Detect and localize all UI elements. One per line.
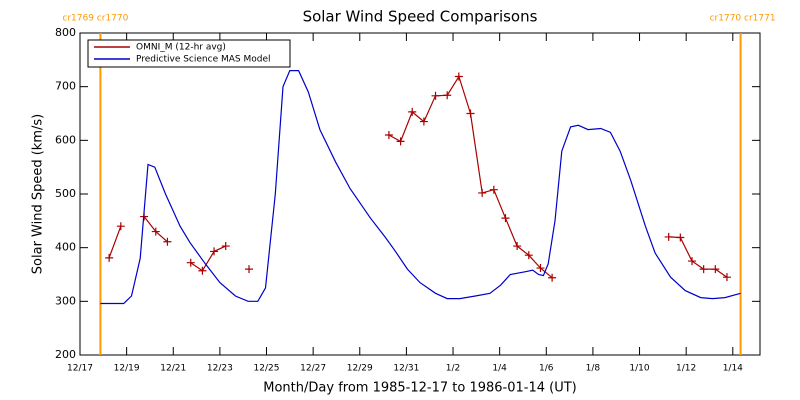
x-tick-label: 12/29 <box>347 364 373 374</box>
legend-label: OMNI_M (12-hr avg) <box>136 43 226 53</box>
boundary-label: cr1769 cr1770 <box>62 14 128 24</box>
x-tick-label: 1/12 <box>676 364 696 374</box>
legend-box <box>87 39 291 68</box>
point-marker <box>163 237 172 246</box>
point-marker <box>524 251 533 260</box>
x-tick-label: 12/19 <box>114 364 140 374</box>
point-marker <box>454 72 463 81</box>
point-marker <box>245 265 254 274</box>
point-marker <box>711 265 720 274</box>
point-marker <box>664 232 673 241</box>
point-marker <box>105 253 114 262</box>
point-marker <box>396 137 405 146</box>
x-tick-label: 1/2 <box>446 364 460 374</box>
point-marker <box>478 188 487 197</box>
y-tick-label: 800 <box>55 26 76 39</box>
boundary-label: cr1770 cr1771 <box>710 14 776 24</box>
point-marker <box>548 273 557 282</box>
y-tick-label: 300 <box>55 294 76 307</box>
x-tick-label: 12/25 <box>254 364 280 374</box>
point-marker <box>210 247 219 256</box>
legend-label: Predictive Science MAS Model <box>136 55 271 65</box>
plot-frame <box>79 32 761 356</box>
point-marker <box>443 91 452 100</box>
x-tick-label: 12/21 <box>160 364 186 374</box>
point-marker <box>408 107 417 116</box>
point-marker <box>489 185 498 194</box>
point-marker <box>419 117 428 126</box>
point-marker <box>676 233 685 242</box>
x-tick-label: 12/17 <box>67 364 93 374</box>
point-marker <box>151 227 160 236</box>
x-tick-label: 1/4 <box>492 364 507 374</box>
x-tick-label: 12/31 <box>393 364 419 374</box>
point-marker <box>186 258 195 267</box>
y-tick-label: 500 <box>55 187 76 200</box>
point-marker <box>221 242 230 251</box>
x-tick-label: 1/6 <box>539 364 554 374</box>
y-axis-label: Solar Wind Speed (km/s) <box>31 114 46 274</box>
y-tick-label: 400 <box>55 241 76 254</box>
point-marker <box>198 266 207 275</box>
x-tick-label: 12/23 <box>207 364 233 374</box>
point-marker <box>722 273 731 282</box>
point-marker <box>536 264 545 273</box>
y-tick-label: 200 <box>55 348 76 361</box>
x-tick-label: 12/27 <box>300 364 326 374</box>
point-marker <box>699 265 708 274</box>
series-line <box>100 70 741 305</box>
point-marker <box>116 222 125 231</box>
y-tick-label: 600 <box>55 133 76 146</box>
point-marker <box>431 91 440 100</box>
series-line <box>108 75 728 279</box>
x-axis-label: Month/Day from 1985-12-17 to 1986-01-14 … <box>263 381 576 396</box>
y-tick-label: 700 <box>55 80 76 93</box>
x-tick-label: 1/8 <box>586 364 601 374</box>
chart-title: Solar Wind Speed Comparisons <box>303 8 538 26</box>
point-marker <box>513 242 522 251</box>
point-marker <box>688 257 696 266</box>
point-marker <box>466 109 475 118</box>
point-marker <box>501 214 510 223</box>
point-marker <box>384 130 393 139</box>
x-tick-label: 1/14 <box>723 364 743 374</box>
x-tick-label: 1/10 <box>629 364 649 374</box>
